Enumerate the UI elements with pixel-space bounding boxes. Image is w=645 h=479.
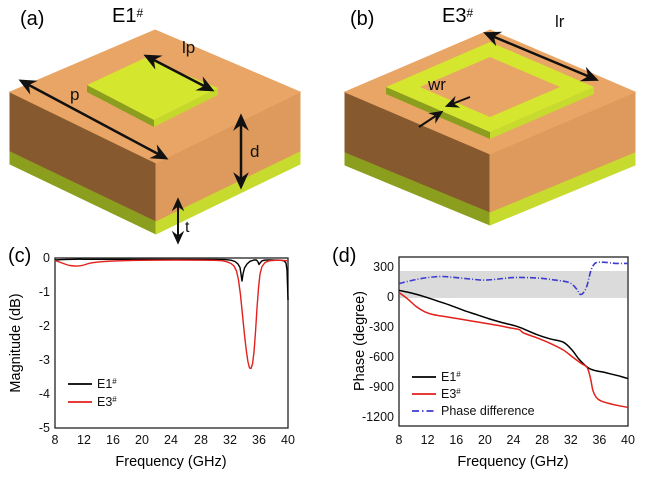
svg-text:E1#: E1#: [441, 370, 461, 384]
svg-text:E1#: E1#: [97, 377, 117, 391]
svg-text:0: 0: [43, 251, 50, 265]
svg-text:0: 0: [387, 290, 394, 304]
svg-text:E3#: E3#: [441, 387, 461, 401]
svg-text:lr: lr: [555, 12, 565, 31]
svg-text:Frequency (GHz): Frequency (GHz): [115, 454, 226, 470]
svg-text:16: 16: [106, 433, 120, 447]
svg-text:-3: -3: [39, 353, 50, 367]
svg-text:(a): (a): [20, 8, 44, 30]
svg-text:Magnitude (dB): Magnitude (dB): [8, 293, 24, 392]
svg-text:p: p: [70, 85, 79, 104]
svg-text:-1: -1: [39, 285, 50, 299]
svg-text:36: 36: [252, 433, 266, 447]
svg-text:12: 12: [421, 433, 435, 447]
svg-text:24: 24: [164, 433, 178, 447]
svg-text:36: 36: [592, 433, 606, 447]
svg-text:E1#: E1#: [112, 5, 143, 27]
svg-text:Frequency (GHz): Frequency (GHz): [457, 454, 568, 470]
svg-text:Phase (degree): Phase (degree): [352, 291, 368, 391]
svg-text:8: 8: [396, 433, 403, 447]
svg-text:wr: wr: [427, 75, 446, 94]
svg-text:24: 24: [507, 433, 521, 447]
svg-text:28: 28: [535, 433, 549, 447]
svg-text:-600: -600: [369, 350, 394, 364]
svg-text:t: t: [185, 219, 190, 236]
svg-text:-2: -2: [39, 319, 50, 333]
svg-text:-900: -900: [369, 380, 394, 394]
svg-text:-4: -4: [39, 387, 50, 401]
svg-text:-1200: -1200: [362, 410, 394, 424]
svg-text:32: 32: [223, 433, 237, 447]
svg-text:(b): (b): [350, 8, 374, 30]
svg-text:28: 28: [194, 433, 208, 447]
svg-text:20: 20: [478, 433, 492, 447]
svg-text:300: 300: [373, 260, 394, 274]
svg-text:(c): (c): [8, 245, 31, 267]
svg-text:20: 20: [135, 433, 149, 447]
svg-text:(d): (d): [332, 245, 356, 267]
svg-text:E3#: E3#: [97, 395, 117, 409]
svg-text:-5: -5: [39, 421, 50, 435]
svg-text:-300: -300: [369, 320, 394, 334]
svg-text:lp: lp: [182, 38, 195, 57]
svg-text:8: 8: [52, 433, 59, 447]
svg-text:d: d: [250, 142, 259, 161]
svg-text:40: 40: [621, 433, 635, 447]
svg-text:12: 12: [77, 433, 91, 447]
svg-text:32: 32: [564, 433, 578, 447]
svg-text:Phase difference: Phase difference: [441, 404, 535, 418]
svg-text:40: 40: [281, 433, 295, 447]
svg-text:E3#: E3#: [442, 5, 473, 27]
svg-text:16: 16: [449, 433, 463, 447]
